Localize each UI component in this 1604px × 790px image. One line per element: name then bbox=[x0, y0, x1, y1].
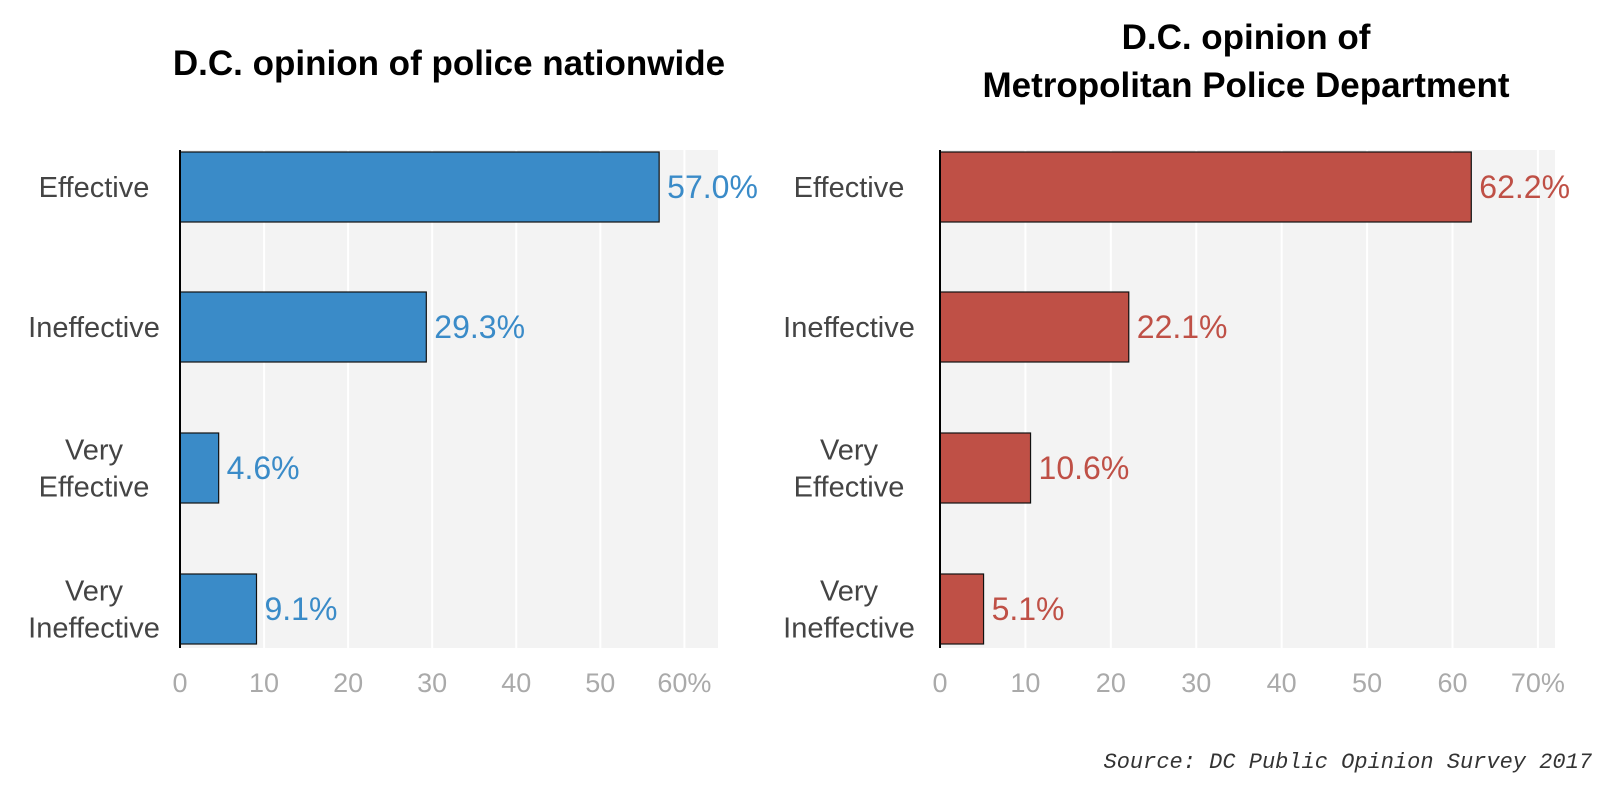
category-label: Effective bbox=[794, 172, 905, 204]
value-label: 10.6% bbox=[1039, 450, 1130, 486]
x-tick-label: 70% bbox=[1511, 668, 1565, 698]
category-label: Ineffective bbox=[783, 312, 915, 344]
chart-police-nationwide: D.C. opinion of police nationwide 57.0% Ef… bbox=[28, 44, 758, 698]
x-tick-label: 40 bbox=[1267, 668, 1297, 698]
x-tick-label: 10 bbox=[249, 668, 279, 698]
category-label: Ineffective bbox=[783, 613, 915, 645]
bar bbox=[179, 151, 660, 223]
bar bbox=[179, 573, 258, 645]
value-label: 22.1% bbox=[1137, 309, 1228, 345]
x-tick-label: 30 bbox=[1181, 668, 1211, 698]
chart-title: D.C. opinion of bbox=[1122, 18, 1371, 57]
category-label: Ineffective bbox=[28, 312, 160, 344]
value-label: 4.6% bbox=[227, 450, 300, 486]
bar bbox=[939, 291, 1130, 363]
category-label: Very bbox=[65, 435, 124, 467]
category-label: Effective bbox=[794, 472, 905, 504]
category-label: Ineffective bbox=[28, 613, 160, 645]
x-tick-label: 40 bbox=[501, 668, 531, 698]
category-label: Very bbox=[820, 576, 879, 608]
x-tick-label: 20 bbox=[1096, 668, 1126, 698]
bar bbox=[939, 432, 1032, 504]
value-label: 5.1% bbox=[992, 591, 1065, 627]
category-label: Very bbox=[820, 435, 879, 467]
x-tick-label: 60% bbox=[657, 668, 711, 698]
value-label: 9.1% bbox=[264, 591, 337, 627]
bar bbox=[179, 291, 427, 363]
category-label: Very bbox=[65, 576, 124, 608]
x-tick-label: 10 bbox=[1010, 668, 1040, 698]
x-tick-label: 50 bbox=[1352, 668, 1382, 698]
category-label: Effective bbox=[39, 172, 150, 204]
chart-title: Metropolitan Police Department bbox=[982, 66, 1509, 105]
x-tick-label: 50 bbox=[585, 668, 615, 698]
value-label: 29.3% bbox=[434, 309, 525, 345]
x-tick-label: 20 bbox=[333, 668, 363, 698]
x-tick-label: 30 bbox=[417, 668, 447, 698]
value-label: 62.2% bbox=[1479, 169, 1570, 205]
x-tick-label: 0 bbox=[172, 668, 187, 698]
x-tick-label: 0 bbox=[932, 668, 947, 698]
bar bbox=[179, 432, 220, 504]
plot-background bbox=[180, 150, 718, 648]
bar bbox=[939, 573, 985, 645]
chart-metropolitan-police: D.C. opinion of Metropolitan Police Depar… bbox=[783, 18, 1570, 698]
source-note: Source: DC Public Opinion Survey 2017 bbox=[1104, 750, 1593, 775]
chart-title: D.C. opinion of police nationwide bbox=[173, 44, 725, 83]
category-label: Effective bbox=[39, 472, 150, 504]
value-label: 57.0% bbox=[667, 169, 758, 205]
x-tick-label: 60 bbox=[1437, 668, 1467, 698]
bar bbox=[939, 151, 1472, 223]
plot-background bbox=[940, 150, 1555, 648]
